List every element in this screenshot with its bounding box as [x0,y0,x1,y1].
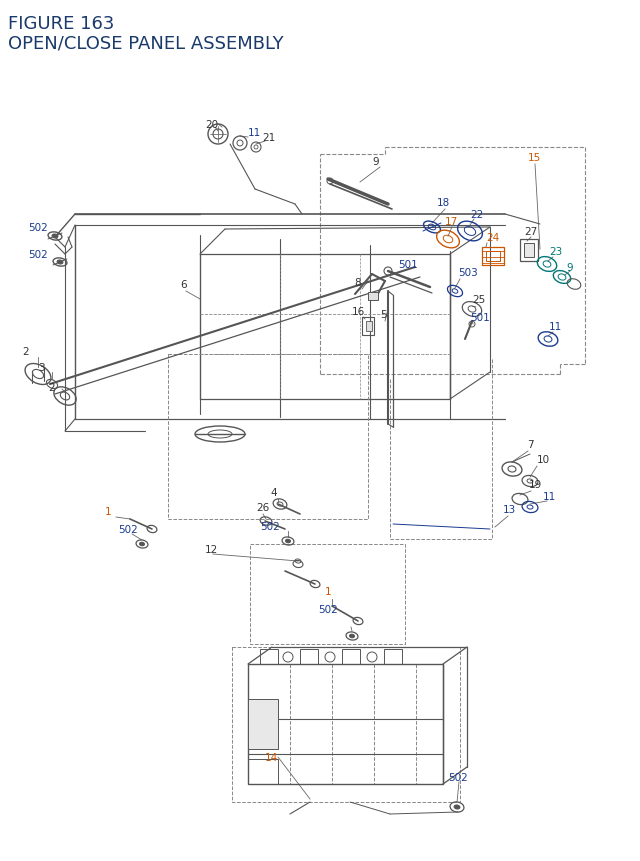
Text: 8: 8 [354,278,360,288]
Text: 20: 20 [205,120,218,130]
Bar [482,248,504,266]
Bar [232,647,460,802]
Text: 14: 14 [265,753,278,762]
Text: 6: 6 [180,280,187,289]
Bar [342,649,360,664]
Ellipse shape [285,540,291,543]
Text: 2: 2 [48,382,54,393]
Text: 27: 27 [524,226,537,237]
Text: OPEN/CLOSE PANEL ASSEMBLY: OPEN/CLOSE PANEL ASSEMBLY [8,34,284,52]
Bar [486,251,500,262]
Bar [384,649,402,664]
Text: 11: 11 [248,127,261,138]
Text: 12: 12 [205,544,218,554]
Text: 7: 7 [527,439,534,449]
Text: 502: 502 [28,223,48,232]
Ellipse shape [57,261,63,264]
Text: 13: 13 [503,505,516,514]
Bar [248,759,278,784]
Text: 11: 11 [549,322,563,331]
Bar [520,239,538,262]
Text: 502: 502 [318,604,338,614]
Text: FIGURE 163: FIGURE 163 [8,15,115,33]
Text: 501: 501 [398,260,418,269]
Text: 10: 10 [537,455,550,464]
Bar [250,544,405,644]
Bar [260,649,278,664]
Text: 5: 5 [380,310,387,319]
Bar [362,318,374,336]
Text: 4: 4 [270,487,276,498]
Text: 21: 21 [262,133,275,143]
Ellipse shape [454,805,460,809]
Text: 501: 501 [470,313,490,323]
Bar [368,293,378,300]
Ellipse shape [140,542,145,546]
Bar [300,649,318,664]
Text: 17: 17 [445,217,458,226]
Text: 25: 25 [472,294,485,305]
Text: 1: 1 [325,586,332,597]
Ellipse shape [52,235,58,238]
Text: 1: 1 [105,506,111,517]
Text: 2: 2 [22,347,29,356]
Bar [248,664,443,784]
Text: 502: 502 [28,250,48,260]
Text: 23: 23 [549,247,563,257]
Bar [366,322,372,331]
Text: 26: 26 [256,503,269,512]
Bar [168,355,368,519]
Text: 16: 16 [352,307,365,317]
Text: 18: 18 [437,198,451,208]
Text: 19: 19 [529,480,542,489]
Text: 503: 503 [458,268,477,278]
Bar [524,244,534,257]
Text: 9: 9 [372,157,379,167]
Text: 502: 502 [118,524,138,535]
Text: 3: 3 [38,362,45,373]
Bar [248,699,278,749]
Ellipse shape [349,635,355,638]
Text: 15: 15 [528,152,541,163]
Text: 502: 502 [260,522,280,531]
Text: 502: 502 [448,772,468,782]
Text: 9: 9 [566,263,573,273]
Text: 11: 11 [543,492,556,501]
Text: 24: 24 [486,232,499,243]
Text: 22: 22 [470,210,483,220]
